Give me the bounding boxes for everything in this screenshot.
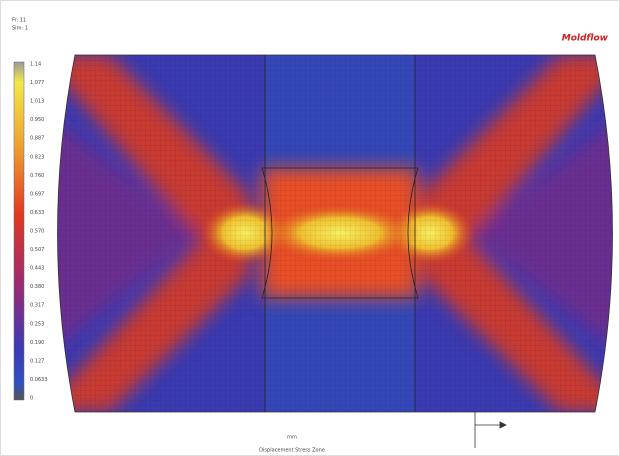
- legend-label: 1.013: [30, 99, 44, 105]
- legend-label: 1.14: [30, 62, 41, 68]
- legend-label: 0.507: [30, 247, 44, 253]
- legend-label: 0.190: [30, 340, 44, 346]
- stress-field: [30, 55, 620, 412]
- legend-label: 0: [30, 396, 33, 402]
- legend-label: 0.0633: [30, 377, 48, 383]
- header-line: Fr: 11: [12, 18, 26, 24]
- legend-label: 0.570: [30, 229, 44, 235]
- header-line: Sim: 1: [12, 26, 28, 32]
- legend-label: 0.443: [30, 266, 44, 272]
- color-bar: [14, 62, 24, 400]
- caption: Displacement Stress Zone: [259, 448, 325, 454]
- legend-label: 0.760: [30, 173, 44, 179]
- unit-label: mm: [287, 435, 297, 441]
- legend-label: 1.077: [30, 80, 44, 86]
- screenshot: 1.14 1.077 1.013 0.950 0.887 0.823 0.760 0.697 0…: [0, 0, 620, 456]
- legend-label: 0.887: [30, 136, 44, 142]
- legend-label: 0.317: [30, 303, 44, 309]
- legend-label: 0.380: [30, 284, 44, 290]
- legend-label: 0.697: [30, 191, 44, 197]
- page: 1.14 1.077 1.013 0.950 0.887 0.823 0.760 0.697 0…: [0, 0, 620, 456]
- legend-label: 0.823: [30, 154, 44, 160]
- legend-label: 0.950: [30, 117, 44, 123]
- legend-label: 0.633: [30, 210, 44, 216]
- legend-label: 0.127: [30, 358, 44, 364]
- legend-label: 0.253: [30, 321, 44, 327]
- logo: Moldflow: [562, 34, 609, 44]
